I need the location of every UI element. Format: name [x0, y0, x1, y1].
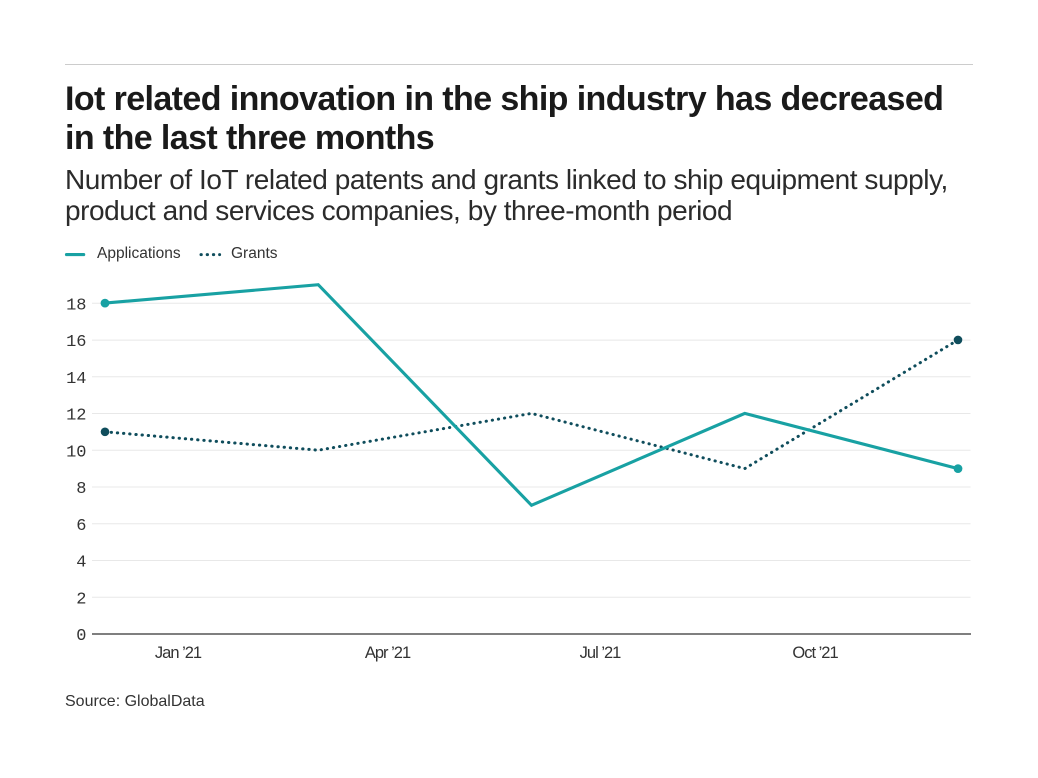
svg-text:8: 8	[76, 480, 86, 499]
svg-text:18: 18	[66, 296, 86, 315]
svg-text:12: 12	[66, 407, 86, 426]
svg-text:0: 0	[76, 627, 86, 646]
svg-text:4: 4	[76, 554, 86, 573]
svg-text:6: 6	[76, 517, 86, 536]
svg-text:Apr ’21: Apr ’21	[365, 644, 411, 662]
svg-text:16: 16	[66, 333, 86, 352]
svg-text:10: 10	[66, 443, 86, 462]
svg-text:Oct ’21: Oct ’21	[792, 644, 838, 662]
svg-text:Jan ’21: Jan ’21	[155, 644, 202, 662]
svg-text:14: 14	[66, 370, 86, 389]
svg-text:2: 2	[76, 590, 86, 609]
svg-text:Jul ’21: Jul ’21	[580, 644, 622, 662]
